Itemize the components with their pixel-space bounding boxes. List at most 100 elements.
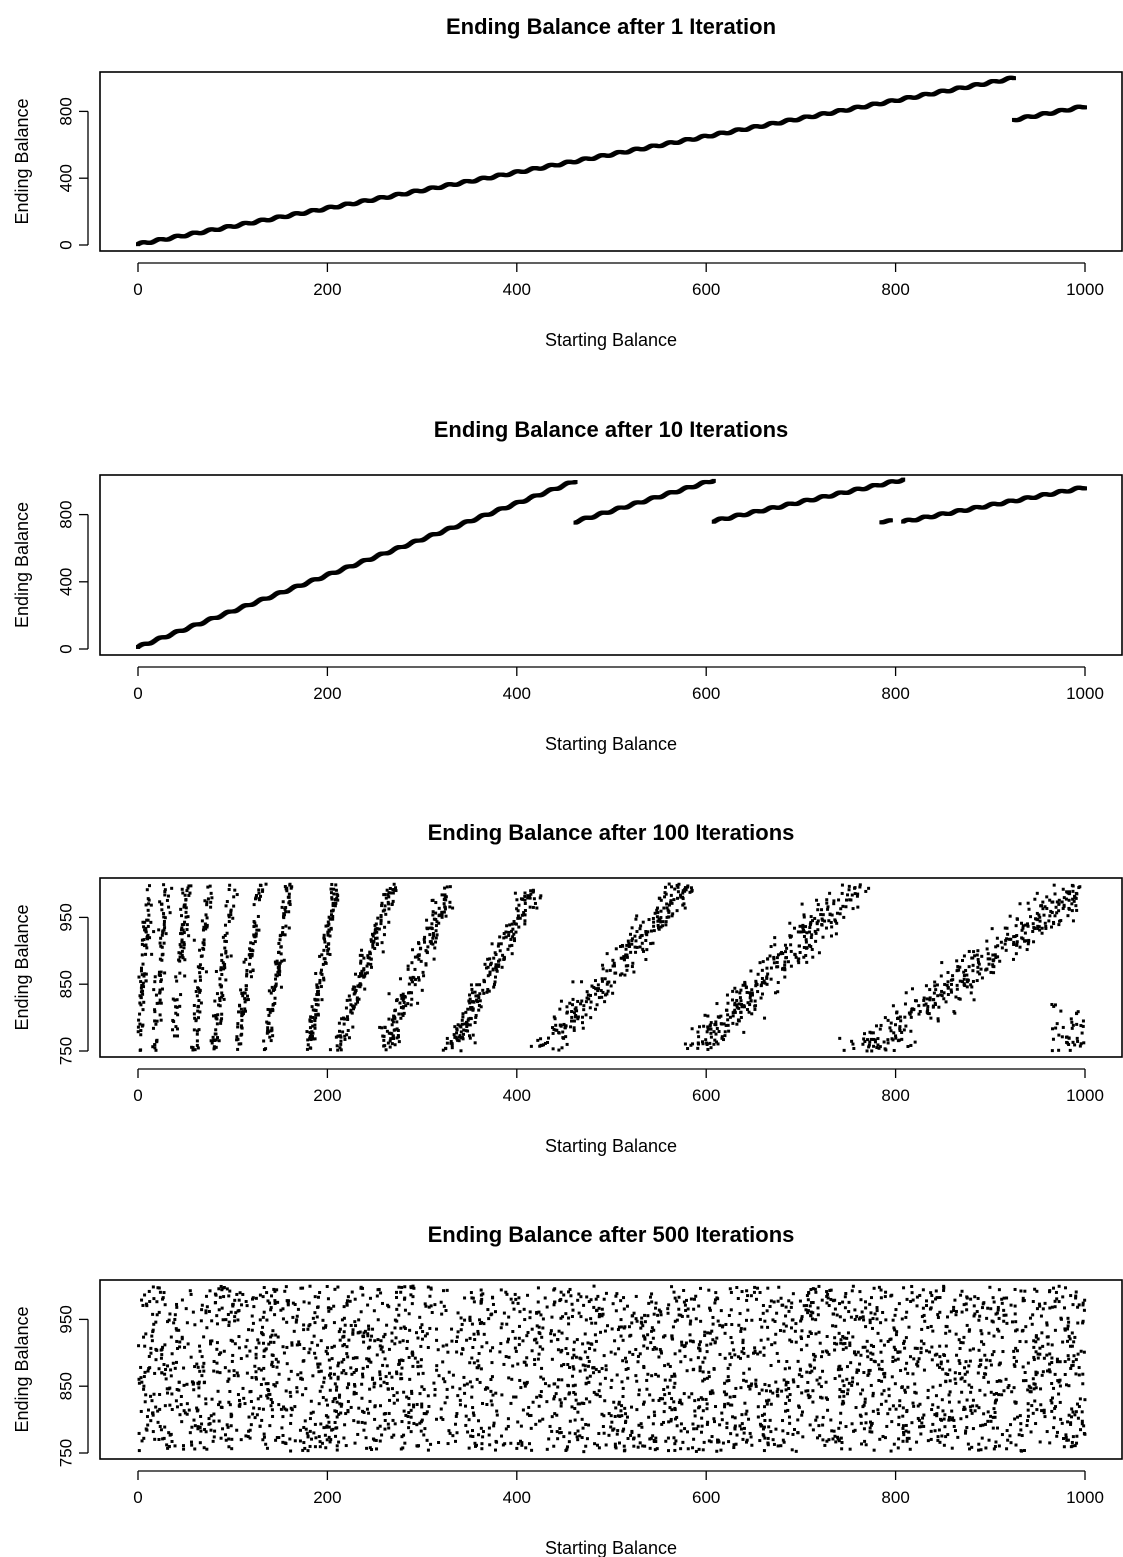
data-point	[159, 944, 163, 948]
data-point	[512, 937, 516, 941]
data-point	[152, 988, 156, 992]
data-point	[195, 994, 199, 998]
data-point	[517, 903, 521, 907]
data-point	[329, 913, 333, 917]
data-point	[940, 994, 944, 998]
data-point	[867, 1043, 871, 1047]
data-point	[651, 916, 655, 920]
data-point	[455, 1037, 459, 1041]
data-point	[1012, 942, 1016, 946]
data-point	[322, 978, 326, 982]
data-point	[417, 976, 421, 980]
data-point	[196, 986, 200, 990]
data-point	[861, 1042, 865, 1046]
data-point	[776, 990, 780, 994]
data-point	[474, 1015, 478, 1019]
data-point	[582, 1004, 586, 1008]
data-point	[1035, 911, 1039, 915]
data-point	[576, 1017, 580, 1021]
data-point	[279, 945, 283, 949]
data-point	[613, 980, 617, 984]
data-point	[152, 930, 156, 934]
data-point	[281, 926, 285, 930]
data-point	[697, 1343, 701, 1347]
data-point	[701, 1042, 705, 1046]
data-point	[1061, 1340, 1065, 1344]
data-point	[220, 958, 224, 962]
data-point	[153, 1046, 157, 1050]
data-point	[675, 909, 679, 913]
data-point	[935, 983, 939, 987]
data-point	[662, 1388, 666, 1392]
data-point	[991, 953, 995, 957]
data-point	[1055, 911, 1059, 915]
data-point	[1005, 937, 1009, 941]
x-tick-label: 800	[881, 1488, 909, 1507]
data-point	[613, 971, 617, 975]
data-point	[162, 912, 166, 916]
data-point	[159, 936, 163, 940]
data-point	[933, 980, 937, 984]
data-point	[696, 1046, 700, 1050]
data-point	[630, 937, 634, 941]
data-point	[1004, 1377, 1008, 1381]
data-point	[589, 993, 593, 997]
data-point	[311, 1024, 315, 1028]
data-point	[168, 911, 172, 915]
data-point	[949, 1310, 953, 1314]
data-point	[197, 998, 201, 1002]
data-point	[157, 1001, 161, 1005]
data-point	[329, 1372, 333, 1376]
data-point	[417, 953, 421, 957]
data-point	[391, 899, 395, 903]
data-point	[465, 1023, 469, 1027]
data-point	[723, 1402, 727, 1406]
data-point	[638, 1352, 642, 1356]
data-point	[824, 926, 828, 930]
data-point	[942, 991, 946, 995]
data-point	[641, 949, 645, 953]
data-point	[926, 1008, 930, 1012]
data-point	[872, 1044, 876, 1048]
data-point	[380, 1026, 384, 1030]
data-point	[636, 1360, 640, 1364]
data-point	[209, 1039, 213, 1043]
data-point	[287, 926, 291, 930]
data-point	[996, 944, 1000, 948]
data-point	[740, 1350, 744, 1354]
data-point	[326, 924, 330, 928]
data-point	[151, 1045, 155, 1049]
data-point	[1079, 1042, 1083, 1046]
data-point	[624, 1356, 628, 1360]
data-point	[1032, 926, 1036, 930]
data-point	[595, 1003, 599, 1007]
data-point	[434, 936, 438, 940]
data-point	[443, 886, 447, 890]
data-point	[766, 972, 770, 976]
data-point	[1021, 924, 1025, 928]
data-point	[742, 1030, 746, 1034]
data-point	[1060, 1035, 1064, 1039]
data-point	[431, 931, 435, 935]
data-point	[365, 964, 369, 968]
data-point	[232, 1369, 236, 1373]
data-point	[387, 902, 391, 906]
data-point	[198, 948, 202, 952]
data-point	[341, 1030, 345, 1034]
data-point	[704, 1038, 708, 1042]
data-point	[459, 1030, 463, 1034]
data-point	[828, 913, 832, 917]
data-point	[582, 1450, 586, 1454]
data-point	[331, 901, 335, 905]
data-point	[249, 975, 253, 979]
data-point	[248, 956, 252, 960]
data-point	[382, 933, 386, 937]
data-point	[740, 1005, 744, 1009]
data-point	[395, 1296, 399, 1300]
data-point	[1026, 1361, 1030, 1365]
data-point	[251, 942, 255, 946]
data-point	[1027, 1384, 1031, 1388]
data-point	[811, 1311, 815, 1315]
data-point	[769, 1363, 773, 1367]
data-point	[365, 971, 369, 975]
